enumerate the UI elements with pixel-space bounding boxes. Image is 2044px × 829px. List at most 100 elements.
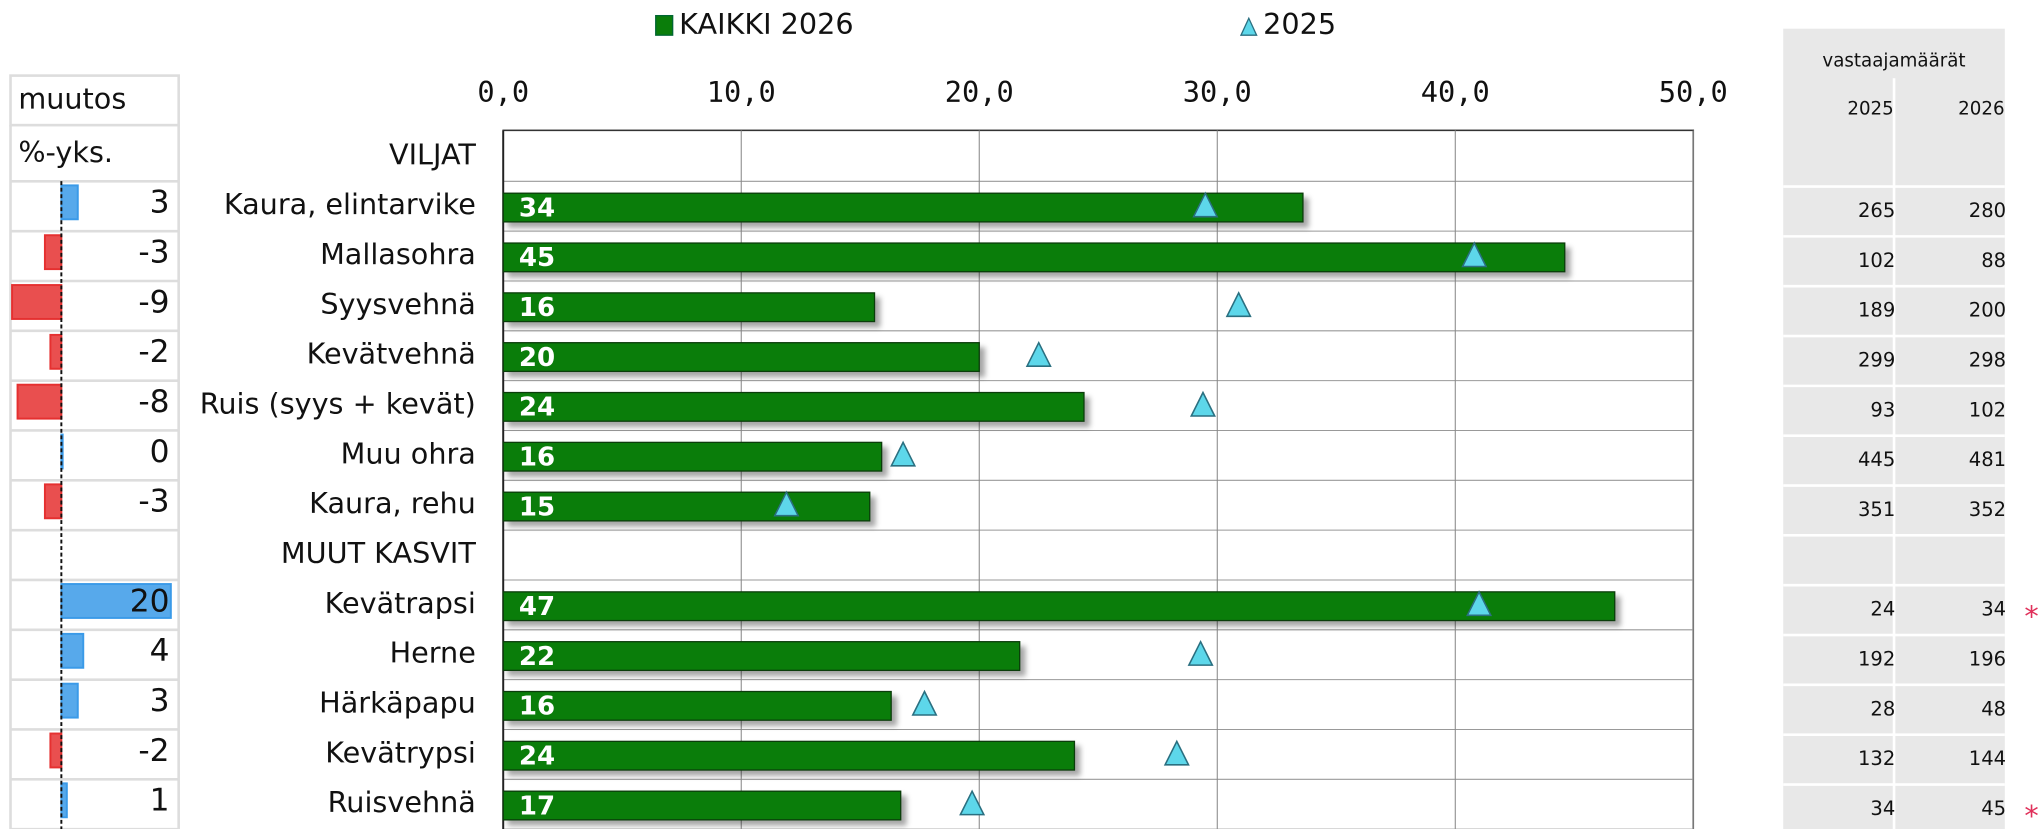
- bar: [502, 740, 1076, 771]
- bar-label: 22: [519, 642, 555, 672]
- marker: [773, 490, 800, 517]
- category-label: Kevätvehnä: [307, 337, 476, 371]
- bar: [502, 641, 1021, 672]
- bar-label: 45: [519, 243, 555, 273]
- category-label: Härkäpapu: [319, 686, 476, 720]
- marker: [1192, 191, 1219, 218]
- respondent-count: 481: [1969, 448, 2006, 471]
- legend-swatch: [655, 14, 674, 36]
- x-tick-label: 50,0: [1659, 75, 1728, 109]
- bar: [502, 591, 1616, 622]
- note-mark: *: [2024, 798, 2038, 829]
- bar: [502, 690, 892, 721]
- marker: [1025, 340, 1052, 367]
- bar-label: 34: [519, 193, 555, 223]
- category-label: Kevätrapsi: [325, 586, 476, 620]
- change-value: 3: [150, 683, 170, 719]
- respondent-count: 102: [1969, 398, 2006, 421]
- bar-label: 20: [519, 343, 555, 373]
- respondent-count: 34: [1981, 598, 2006, 621]
- respondent-count: 200: [1969, 299, 2006, 322]
- category-label: Syysvehnä: [320, 287, 476, 321]
- change-value: -9: [138, 284, 169, 320]
- change-value: -2: [138, 733, 169, 769]
- category-label: Ruis (syys + kevät): [200, 387, 476, 421]
- marker: [911, 689, 938, 716]
- respondent-count: 28: [1870, 697, 1895, 720]
- marker: [1225, 291, 1252, 318]
- category-label: Herne: [390, 636, 476, 670]
- bar-label: 17: [519, 791, 555, 821]
- respondent-count: 192: [1858, 647, 1895, 670]
- change-header-cell: [9, 74, 180, 127]
- category-label: Kevätrypsi: [325, 735, 476, 769]
- category-label: MUUT KASVIT: [281, 536, 476, 570]
- change-header: muutos: [18, 81, 126, 115]
- respondent-count: 88: [1981, 249, 2006, 272]
- respondent-count: 45: [1981, 797, 2006, 820]
- respondent-column: 2026: [1958, 98, 2004, 119]
- respondent-count: 34: [1870, 797, 1895, 820]
- respondent-count: 265: [1858, 199, 1895, 222]
- respondent-count: 144: [1969, 747, 2006, 770]
- bar: [502, 391, 1085, 422]
- bar: [502, 790, 902, 821]
- respondent-count: 48: [1981, 697, 2006, 720]
- bar-label: 16: [519, 443, 555, 473]
- category-label: Kaura, rehu: [309, 486, 476, 520]
- x-tick-label: 30,0: [1183, 75, 1252, 109]
- x-tick-label: 40,0: [1421, 75, 1490, 109]
- category-label: VILJAT: [389, 137, 476, 171]
- category-label: Muu ohra: [341, 436, 476, 470]
- change-value: -2: [138, 334, 169, 370]
- legend-swatch: [1239, 16, 1258, 36]
- x-tick-label: 20,0: [945, 75, 1014, 109]
- marker: [1461, 241, 1488, 268]
- bar-label: 16: [519, 293, 555, 323]
- change-bar: [11, 284, 63, 320]
- change-bar: [60, 682, 79, 719]
- change-value: 1: [150, 783, 170, 819]
- legend-label: 2025: [1263, 7, 1336, 41]
- respondent-count: 298: [1969, 348, 2006, 371]
- change-bar: [49, 732, 63, 769]
- change-unit: %-yks.: [18, 135, 113, 169]
- marker: [890, 440, 917, 467]
- change-bar: [49, 333, 63, 370]
- change-bar: [43, 234, 63, 271]
- category-label: Kaura, elintarvike: [224, 187, 476, 221]
- bar-label: 24: [519, 741, 555, 771]
- respondent-count: 280: [1969, 199, 2006, 222]
- respondent-count: 352: [1969, 498, 2006, 521]
- bar: [502, 441, 883, 472]
- respondent-title: vastaajamäärät: [1822, 50, 1965, 71]
- change-bar: [60, 583, 172, 619]
- change-bar: [60, 184, 79, 221]
- bar-label: 24: [519, 393, 555, 423]
- bar: [502, 342, 980, 373]
- bar-label: 15: [519, 492, 555, 522]
- change-value: 4: [150, 633, 170, 669]
- bar-label: 16: [519, 692, 555, 722]
- respondent-count: 93: [1870, 398, 1895, 421]
- respondent-column: 2025: [1847, 98, 1893, 119]
- respondent-count: 132: [1858, 747, 1895, 770]
- change-value: 20: [130, 583, 170, 619]
- change-value: -8: [138, 384, 169, 420]
- marker: [959, 789, 986, 816]
- category-label: Ruisvehnä: [328, 785, 476, 819]
- change-bar: [43, 483, 63, 520]
- respondent-count: 445: [1858, 448, 1895, 471]
- change-bar: [60, 632, 85, 669]
- respondent-count: 24: [1870, 598, 1895, 621]
- change-value: 0: [150, 434, 170, 470]
- marker: [1163, 739, 1190, 766]
- bar: [502, 292, 876, 323]
- change-value: -3: [138, 234, 169, 270]
- respondent-count: 299: [1858, 348, 1895, 371]
- bar: [502, 491, 871, 522]
- respondent-count: 351: [1858, 498, 1895, 521]
- change-bar: [60, 782, 68, 819]
- plot-area: [502, 129, 1695, 829]
- change-value: -3: [138, 484, 169, 520]
